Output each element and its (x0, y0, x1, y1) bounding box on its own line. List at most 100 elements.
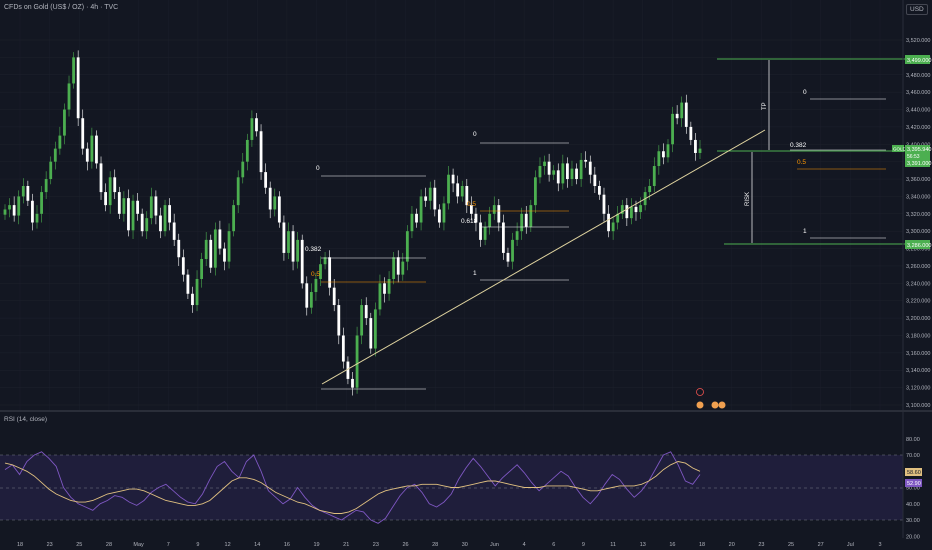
rsi-ma-tag (905, 468, 922, 476)
time-tick-label: Jun (490, 542, 499, 548)
candle-body (657, 151, 661, 167)
candle-body (296, 239, 300, 262)
candle-body (154, 196, 158, 216)
candle-body (396, 257, 400, 275)
candle-body (21, 186, 25, 197)
candle-body (469, 205, 473, 214)
risk-reward-tool[interactable]: TP RISK (717, 58, 905, 245)
countdown-label: 56:53 (907, 154, 920, 160)
candle-body (405, 231, 409, 262)
time-tick-label: May (133, 542, 144, 548)
candle-body (630, 206, 633, 219)
candle-body (410, 213, 414, 232)
candle-body (236, 177, 240, 206)
candle-body (241, 161, 245, 178)
candle-body (588, 161, 592, 175)
candle-body (364, 305, 368, 319)
time-tick-label: 9 (582, 542, 585, 548)
candle-body (474, 213, 478, 223)
fib-retracement-left[interactable]: 0 0.382 0.5 (305, 165, 426, 390)
time-tick-label: 18 (17, 542, 23, 548)
price-tick-label: 3,460.000 (906, 90, 930, 96)
candle-body (282, 222, 286, 253)
time-tick-label: 11 (610, 542, 616, 548)
currency-button[interactable]: USD (906, 4, 928, 15)
fib-left-label-0382: 0.382 (305, 246, 322, 253)
candle-body (85, 148, 89, 162)
candle-body (163, 205, 167, 232)
earnings-icon-2[interactable] (711, 401, 719, 409)
earnings-icon[interactable] (696, 401, 704, 409)
price-tick-label: 3,120.000 (906, 386, 930, 392)
time-tick-label: 21 (343, 542, 349, 548)
candle-body (35, 213, 39, 223)
candle-body (447, 174, 450, 204)
candle-body (227, 231, 231, 262)
fib-mid-label-0: 0 (473, 131, 477, 138)
candle-body (492, 205, 496, 214)
candle-body (250, 118, 254, 140)
time-tick-label: 18 (699, 542, 705, 548)
candle-body (31, 200, 34, 223)
candle-body (620, 205, 624, 214)
candle-body (12, 205, 16, 216)
price-tick-label: 3,320.000 (906, 212, 930, 218)
price-tick-label: 3,200.000 (906, 316, 930, 322)
candle-body (287, 231, 290, 253)
candle-body (319, 264, 322, 279)
fib-retracement-mid[interactable]: 0 0.618 0.5 1 (461, 131, 569, 281)
candle-body (671, 113, 674, 145)
candle-body (611, 222, 615, 232)
candle-body (122, 198, 126, 214)
candle-body (291, 231, 295, 262)
candle-body (442, 203, 446, 223)
candle-body (245, 139, 249, 162)
time-tick-label: 14 (254, 542, 260, 548)
time-tick-label: Jul (847, 542, 854, 548)
candle-body (95, 135, 98, 164)
chart-drawings[interactable]: 0 0.382 0.5 0 0.618 0.5 1 0 (305, 58, 905, 390)
earnings-icon-3[interactable] (718, 401, 726, 409)
fib-retracement-right[interactable]: 0 0.382 0.5 1 (790, 89, 886, 239)
time-axis[interactable]: 18 23 25 28 May 7 9 12 14 16 19 21 23 26 28 30 Jun 4 6 9 11 1… (17, 542, 882, 548)
price-tick-label: 3,440.000 (906, 108, 930, 114)
candle-body (300, 239, 304, 284)
candle-body (63, 109, 66, 136)
event-icons[interactable] (696, 388, 726, 409)
candle-body (616, 213, 620, 223)
candle-body (598, 186, 601, 195)
candle-body (341, 335, 345, 362)
rsi-tick-label: 40.00 (906, 502, 920, 508)
candle-body (556, 170, 560, 184)
candle-body (515, 231, 519, 240)
candle-body (117, 192, 121, 214)
fib-right-label-05: 0.5 (797, 159, 806, 166)
candle-body (547, 161, 551, 175)
candle-body (652, 166, 656, 186)
candle-body (602, 194, 606, 214)
candle-body (209, 239, 213, 268)
candle-body (625, 205, 629, 219)
candle-body (666, 144, 670, 158)
time-tick-label: 7 (167, 542, 170, 548)
price-axis[interactable]: 3,520.0003,500.0003,480.0003,460.0003,44… (892, 0, 931, 410)
candle-body (355, 335, 359, 388)
candle-body (76, 57, 80, 119)
flash-icon[interactable] (696, 388, 704, 396)
risk-label: RISK (745, 192, 751, 206)
price-tick-label: 3,300.000 (906, 229, 930, 235)
current-price-label: 3,395.940 (907, 147, 931, 153)
ascending-trendline[interactable] (321, 129, 766, 385)
candle-body (501, 222, 505, 253)
candle-body (268, 187, 272, 210)
candle-body (511, 239, 514, 262)
gold-badge (892, 145, 904, 152)
candle-body (273, 196, 277, 210)
candle-body (113, 177, 117, 193)
rsi-tick-label: 20.00 (906, 534, 920, 540)
candle-body (694, 139, 697, 153)
rsi-ma-value: 58.60 (907, 470, 921, 476)
